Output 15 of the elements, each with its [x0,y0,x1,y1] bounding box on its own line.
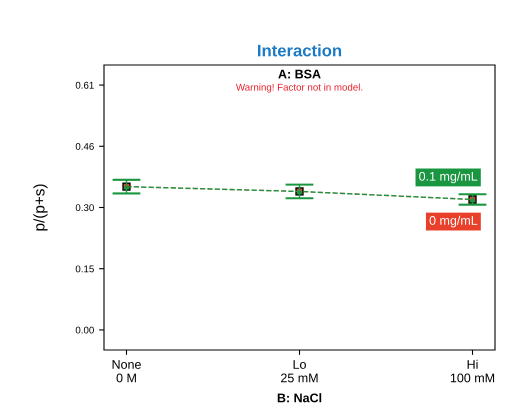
x-tick-label: None 0 M [112,360,141,382]
x-tick-label: Hi 100 mM [450,360,494,382]
y-tick-label: 0.30 [76,204,94,212]
y-axis-title: p/(p+s) [33,184,48,230]
annotation: Warning! Factor not in model. [236,84,362,93]
chart-title: Interaction [258,44,342,56]
series-label: 0.1 mg/mL [419,172,478,184]
chart-subtitle: A: BSA [278,70,321,78]
y-tick-label: 0.00 [76,326,94,334]
x-axis-title: B: NaCl [278,393,322,402]
y-tick-label: 0.61 [76,82,94,89]
x-tick-label: Lo 25 mM [281,360,318,382]
y-tick-label: 0.46 [76,143,94,150]
y-tick-label: 0.15 [76,265,94,272]
series-label: 0 mg/mL [430,216,478,228]
